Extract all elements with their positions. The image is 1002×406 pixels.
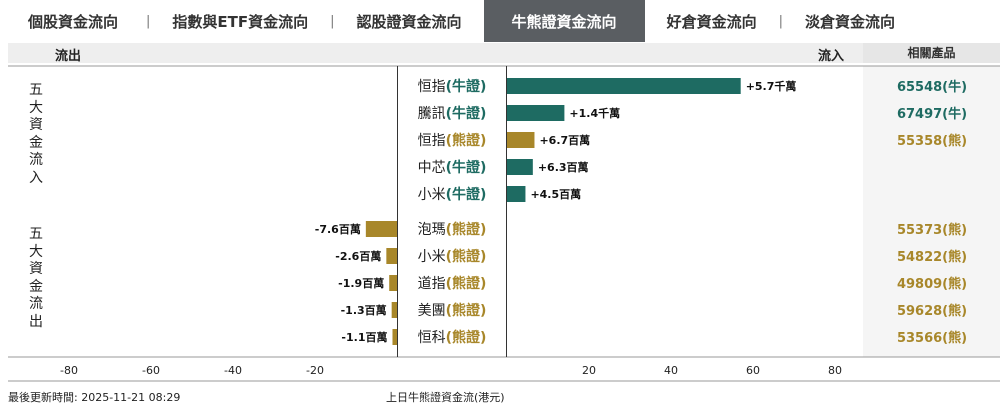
tab-1[interactable]: 指數與ETF資金流向 <box>172 12 309 31</box>
bar <box>386 248 397 264</box>
x-tick-label: -60 <box>142 364 160 377</box>
related-product-link: 53566(熊) <box>897 330 967 346</box>
tab-bar: 個股資金流向 | 指數與ETF資金流向 | 認股證資金流向 牛熊證資金流向 好倉資金流向 | 淡… <box>0 0 1002 42</box>
bar-value-label: -1.9百萬 <box>338 276 384 290</box>
related-product-link: 49809(熊) <box>897 276 967 292</box>
bar-category-label: 中芯(牛證) <box>418 159 487 176</box>
chart-caption: 上日牛熊證資金流(港元) <box>386 391 505 404</box>
bar-category-label: 小米(熊證) <box>418 248 487 265</box>
bar-value-label: +6.7百萬 <box>539 133 590 147</box>
related-product-link: 54822(熊) <box>897 249 967 265</box>
bar-value-label: +6.3百萬 <box>538 160 589 174</box>
bar <box>507 132 535 148</box>
bar <box>392 329 397 345</box>
bar-value-label: +4.5百萬 <box>530 187 581 201</box>
bar <box>507 159 533 175</box>
related-product-link: 65548(牛) <box>897 79 967 95</box>
bar-category-label: 美團(熊證) <box>418 302 487 319</box>
bar-category-label: 小米(牛證) <box>418 186 487 203</box>
bar-category-label: 恒科(熊證) <box>418 329 487 346</box>
tab-separator: | <box>778 13 783 29</box>
related-products-column <box>863 66 1000 357</box>
bar-value-label: -2.6百萬 <box>335 249 381 263</box>
tab-2[interactable]: 認股證資金流向 <box>356 12 462 31</box>
x-tick-label: -80 <box>60 364 78 377</box>
related-product-link: 55373(熊) <box>897 222 967 238</box>
bar <box>507 78 741 94</box>
last-updated-text: 最後更新時間: 2025-11-21 08:29 <box>8 391 181 404</box>
x-tick-label: 20 <box>582 364 596 377</box>
bar <box>507 105 565 121</box>
bar-category-label: 泡瑪(熊證) <box>418 221 487 238</box>
bar <box>389 275 397 291</box>
related-product-link: 55358(熊) <box>897 133 967 149</box>
bar-category-label: 恒指(熊證) <box>418 132 487 149</box>
chart-header: 流出 流入 相關產品 <box>8 43 1000 64</box>
bar-value-label: -1.1百萬 <box>341 330 387 344</box>
bar <box>365 221 397 237</box>
outflow-header: 流出 <box>55 49 82 64</box>
top5-inflow-label: 五大資金流入 <box>29 82 43 186</box>
bar-value-label: +1.4千萬 <box>569 106 620 120</box>
tab-4[interactable]: 好倉資金流向 <box>666 12 757 31</box>
x-tick-label: 40 <box>664 364 678 377</box>
bar-value-label: +5.7千萬 <box>746 79 797 93</box>
related-product-link: 67497(牛) <box>897 106 967 122</box>
related-products-header: 相關產品 <box>863 43 1000 63</box>
tab-3[interactable]: 牛熊證資金流向 <box>483 0 645 42</box>
inflow-header: 流入 <box>818 49 845 64</box>
bar-category-label: 恒指(牛證) <box>418 78 487 95</box>
tab-0[interactable]: 個股資金流向 <box>28 12 119 31</box>
related-product-link: 59628(熊) <box>897 303 967 319</box>
bar-category-label: 道指(熊證) <box>418 275 487 292</box>
tab-separator: | <box>330 13 335 29</box>
bar-value-label: -1.3百萬 <box>341 303 387 317</box>
top5-outflow-label: 五大資金流出 <box>29 226 43 330</box>
bar-category-label: 騰訊(牛證) <box>418 105 487 122</box>
bar <box>391 302 397 318</box>
x-tick-label: -40 <box>224 364 242 377</box>
tab-5[interactable]: 淡倉資金流向 <box>804 12 895 31</box>
tab-separator: | <box>146 13 151 29</box>
x-tick-label: 60 <box>746 364 760 377</box>
x-tick-label: 80 <box>828 364 842 377</box>
x-tick-label: -20 <box>306 364 324 377</box>
bar <box>507 186 526 202</box>
bar-value-label: -7.6百萬 <box>315 222 361 236</box>
